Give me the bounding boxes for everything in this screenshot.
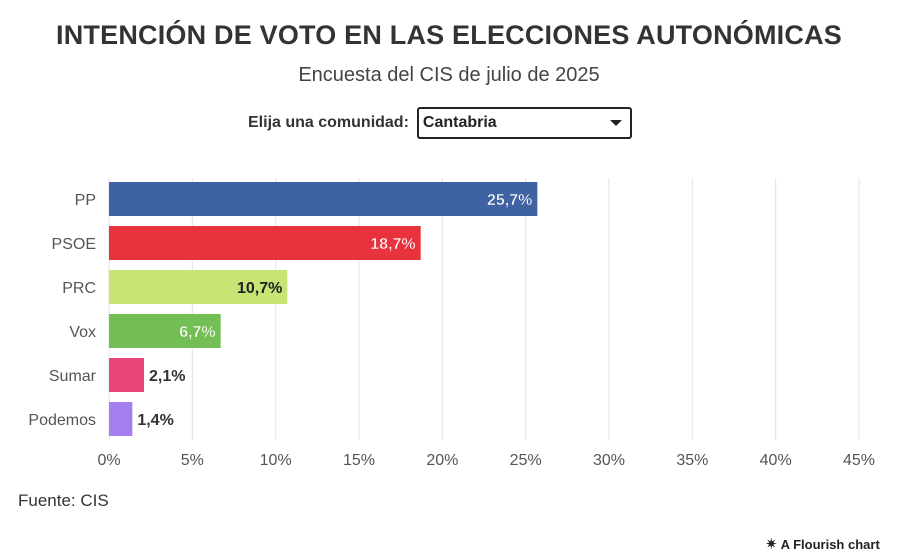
category-label: Podemos xyxy=(28,412,96,429)
community-dropdown[interactable]: Cantabria xyxy=(416,107,632,139)
community-selector: Elija una comunidad: Cantabria xyxy=(248,106,632,140)
data-label: 6,7% xyxy=(179,324,215,341)
x-tick-label: 25% xyxy=(510,452,542,469)
x-tick-label: 15% xyxy=(343,452,375,469)
category-label: PRC xyxy=(62,280,96,297)
x-tick-label: 45% xyxy=(843,452,875,469)
data-label: 10,7% xyxy=(237,280,282,297)
data-label: 2,1% xyxy=(149,368,185,385)
x-tick-label: 40% xyxy=(760,452,792,469)
chart-subtitle: Encuesta del CIS de julio de 2025 xyxy=(298,64,600,86)
bar xyxy=(109,314,221,348)
community-selector-label: Elija una comunidad: xyxy=(248,114,409,131)
data-label: 25,7% xyxy=(487,192,532,209)
flourish-credit[interactable]: ✷ A Flourish chart xyxy=(765,535,880,553)
category-label: Vox xyxy=(69,324,96,341)
data-label: 18,7% xyxy=(370,236,415,253)
community-dropdown-value: Cantabria xyxy=(422,114,497,131)
x-tick-label: 0% xyxy=(97,452,120,469)
x-tick-label: 30% xyxy=(593,452,625,469)
category-label: PSOE xyxy=(52,236,96,253)
bar xyxy=(109,402,133,436)
x-tick-label: 5% xyxy=(181,452,204,469)
bar xyxy=(109,182,538,216)
category-label: Sumar xyxy=(49,368,97,385)
bar xyxy=(109,270,288,304)
bar xyxy=(109,358,144,392)
bar xyxy=(109,226,421,260)
flourish-credit-text: A Flourish chart xyxy=(780,536,880,552)
x-tick-label: 35% xyxy=(676,452,708,469)
chart-title: INTENCIÓN DE VOTO EN LAS ELECCIONES AUTO… xyxy=(56,20,842,50)
x-tick-label: 20% xyxy=(426,452,458,469)
source-note: Fuente: CIS xyxy=(18,491,109,510)
category-label: PP xyxy=(75,192,96,209)
chevron-down-icon xyxy=(609,120,622,126)
x-tick-label: 10% xyxy=(260,452,292,469)
bar-chart: 0% 5% 10% 15% 20% 25% 30% 35% 40% 45% PP 25,7% PSOE 1… xyxy=(28,178,875,469)
flourish-star-icon: ✷ xyxy=(765,536,778,553)
data-label: 1,4% xyxy=(137,412,173,429)
